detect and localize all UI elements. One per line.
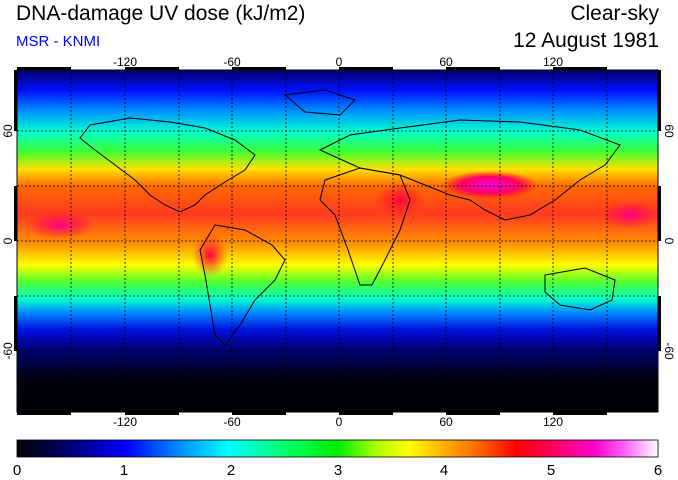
lon-label-top: -120 xyxy=(113,55,137,69)
lon-label-top: -60 xyxy=(223,55,241,69)
colorbar-tick-label: 1 xyxy=(120,462,128,479)
uv-field xyxy=(17,70,658,412)
colorbar xyxy=(16,439,659,458)
lat-label-right: 0 xyxy=(662,238,676,245)
coastlines xyxy=(79,89,621,346)
lon-label-top: 0 xyxy=(336,55,343,69)
map-title: DNA-damage UV dose (kJ/m2) xyxy=(16,2,306,25)
source-label: MSR - KNMI xyxy=(16,33,101,50)
lon-label-bottom: 60 xyxy=(439,415,453,429)
lat-label-left: 60 xyxy=(1,124,15,138)
colorbar-tick-label: 3 xyxy=(334,462,342,479)
lon-label-bottom: -60 xyxy=(223,415,241,429)
lon-label-top: 120 xyxy=(543,55,563,69)
colorbar-tick-label: 4 xyxy=(440,462,448,479)
graticule xyxy=(17,70,658,412)
lon-label-bottom: -120 xyxy=(113,415,137,429)
lat-label-left: -60 xyxy=(1,342,15,360)
lon-label-bottom: 120 xyxy=(543,415,563,429)
colorbar-tick-label: 2 xyxy=(227,462,235,479)
map-border-ticks xyxy=(14,67,661,415)
colorbar-tick-label: 0 xyxy=(13,462,21,479)
sky-condition: Clear-sky xyxy=(570,2,659,25)
colorbar-tick-label: 5 xyxy=(547,462,555,479)
colorbar-tick-label: 6 xyxy=(654,462,662,479)
map-date: 12 August 1981 xyxy=(513,29,659,52)
lon-label-bottom: 0 xyxy=(336,415,343,429)
lat-label-right: -60 xyxy=(662,342,676,360)
lon-label-top: 60 xyxy=(439,55,453,69)
lat-label-right: 60 xyxy=(662,124,676,138)
lat-label-left: 0 xyxy=(1,237,15,244)
